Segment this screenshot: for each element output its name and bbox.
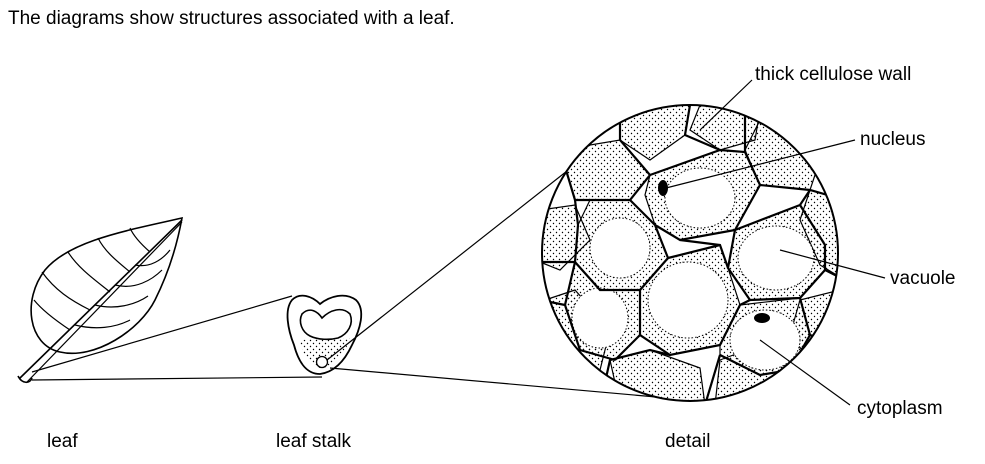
leader-vacuole: [779, 249, 886, 279]
projection-line-lower: [31, 376, 323, 381]
cell-vacuole: [729, 309, 801, 371]
leaf-drawing: [17, 216, 184, 384]
cell-vacuole: [647, 261, 729, 339]
cell: [719, 297, 811, 376]
detail-outline: [541, 104, 839, 402]
leader-thick-cellulose-wall: [699, 79, 753, 131]
label-vacuole: vacuole: [890, 268, 956, 289]
stalk-inner-region: [300, 338, 350, 368]
projection-line-upper: [31, 295, 293, 373]
label-nucleus: nucleus: [860, 129, 926, 150]
leaf-petiole: [17, 375, 33, 384]
cell: [564, 260, 641, 361]
cell: [639, 244, 741, 356]
leaf-midrib-edge: [26, 221, 183, 383]
cell-vacuole: [737, 225, 815, 291]
question-caption: The diagrams show structures associated …: [8, 8, 455, 29]
cell-vacuole: [589, 217, 651, 279]
leaf-blade: [30, 216, 184, 355]
label-leaf: leaf: [47, 431, 78, 452]
nucleus-shape: [658, 180, 668, 196]
label-leaf-stalk: leaf stalk: [276, 431, 351, 452]
label-cytoplasm: cytoplasm: [857, 398, 943, 419]
stalk-detail-marker: [315, 355, 329, 369]
nucleus-shape: [754, 313, 770, 323]
leaf-stalk-section: [286, 294, 363, 375]
leader-cytoplasm: [759, 339, 851, 406]
leaf-veins: [33, 227, 171, 331]
leaf-midrib: [19, 219, 183, 379]
detail-projection-upper: [326, 144, 601, 361]
label-thick-cellulose-wall: thick cellulose wall: [755, 64, 911, 85]
detail-projection-lower: [329, 367, 691, 401]
label-detail: detail: [665, 431, 710, 452]
stalk-vascular-tissue: [299, 308, 353, 341]
cell-vacuole: [664, 167, 736, 229]
cell-vacuole: [571, 287, 629, 349]
leader-nucleus: [665, 139, 856, 189]
